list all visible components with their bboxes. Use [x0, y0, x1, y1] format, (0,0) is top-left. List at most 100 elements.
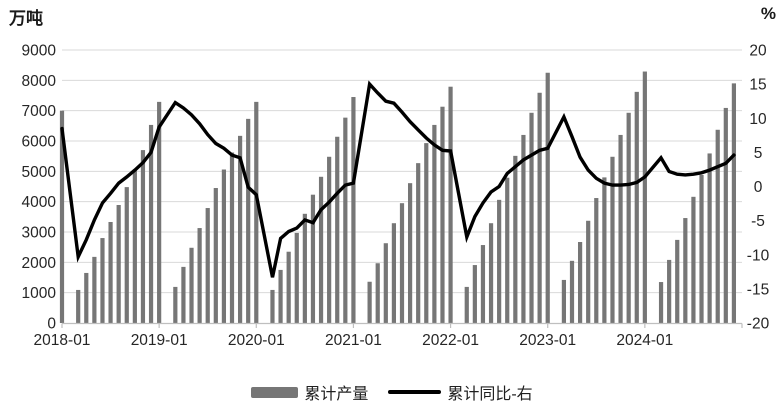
bar-2022-04	[480, 245, 486, 323]
legend-bar-label: 累计产量	[304, 386, 369, 403]
bar-2020-11	[343, 117, 348, 323]
x-tick-label: 2023-01	[519, 332, 576, 349]
bar-2020-05	[294, 232, 299, 323]
bar-2024-10	[723, 107, 728, 323]
bar-2022-02	[464, 286, 469, 323]
bar-2024-04	[675, 239, 680, 323]
bar-2023-10	[626, 112, 631, 323]
right-tick-label: 20	[749, 43, 767, 60]
bar-2022-05	[488, 223, 494, 323]
bar-2022-12	[545, 72, 550, 323]
right-tick-label: -15	[747, 281, 769, 298]
bar-2020-10	[335, 136, 340, 323]
bar-2022-08	[513, 155, 518, 323]
bar-2023-02	[561, 279, 567, 323]
right-tick-label: 15	[749, 77, 766, 94]
x-tick-label: 2020-01	[228, 332, 285, 349]
bar-2023-12	[642, 71, 647, 323]
legend-line-swatch	[388, 390, 442, 394]
bar-2022-11	[537, 92, 542, 324]
bar-2019-04	[189, 247, 194, 323]
right-tick-label: -5	[751, 213, 765, 230]
bar-2020-07	[310, 194, 316, 323]
bar-2023-11	[634, 91, 639, 323]
bar-2020-09	[327, 156, 332, 323]
bar-2024-03	[667, 259, 672, 323]
bar-2018-05	[100, 238, 105, 323]
x-tick-label: 2018-01	[34, 332, 91, 349]
left-tick-label: 0	[47, 316, 56, 333]
bar-2023-09	[618, 134, 623, 323]
bar-2018-03	[84, 272, 89, 323]
bar-2019-08	[221, 169, 227, 323]
bar-2019-03	[181, 266, 186, 323]
bar-2024-08	[707, 153, 712, 323]
bar-2022-10	[529, 112, 534, 323]
bar-2018-07	[116, 205, 121, 323]
left-tick-label: 4000	[22, 194, 57, 211]
left-axis-unit: 万吨	[9, 9, 43, 28]
bar-2020-12	[351, 97, 356, 324]
bar-2018-06	[108, 221, 113, 323]
legend-line-label: 累计同比-右	[447, 386, 533, 403]
legend: 累计产量 累计同比-右	[0, 379, 784, 405]
bar-2021-06	[399, 203, 405, 323]
left-tick-label: 9000	[22, 43, 57, 60]
bar-2021-02	[367, 281, 372, 323]
bar-2023-05	[586, 220, 591, 323]
left-tick-label: 6000	[22, 134, 57, 151]
bar-2020-03	[278, 269, 283, 323]
bar-2018-08	[124, 187, 129, 323]
left-tick-label: 3000	[22, 225, 57, 242]
bar-2021-11	[440, 106, 445, 324]
right-axis-unit: %	[760, 4, 776, 23]
left-tick-label: 1000	[22, 285, 57, 302]
x-tick-label: 2019-01	[131, 332, 188, 349]
bar-2021-10	[432, 124, 437, 323]
bar-2022-06	[497, 199, 502, 323]
bar-2022-09	[521, 134, 526, 323]
x-tick-label: 2021-01	[325, 332, 382, 349]
bar-2023-06	[594, 198, 599, 323]
bar-2019-12	[254, 101, 259, 324]
bar-2019-07	[213, 188, 218, 323]
x-tick-label: 2024-01	[616, 332, 673, 349]
bar-2021-08	[416, 163, 421, 323]
bar-2019-10	[237, 135, 243, 323]
bar-2023-08	[610, 156, 615, 323]
bar-2021-09	[424, 143, 429, 323]
bar-2022-07	[505, 177, 510, 323]
bar-2019-11	[246, 118, 251, 324]
bar-2024-11	[731, 83, 737, 323]
bar-2019-06	[205, 208, 210, 323]
right-tick-label: 0	[754, 179, 763, 196]
bar-2021-03	[375, 263, 380, 323]
bar-2018-09	[132, 169, 137, 323]
bar-2019-02	[173, 286, 178, 323]
bar-2023-03	[569, 260, 575, 323]
bar-2018-10	[140, 150, 146, 323]
bar-2020-02	[270, 289, 275, 323]
bar-2021-05	[391, 223, 397, 323]
bar-2021-12	[448, 86, 453, 323]
bar-2022-03	[472, 265, 477, 323]
left-tick-label: 5000	[22, 164, 57, 181]
bar-2021-07	[407, 183, 413, 323]
right-tick-label: -20	[747, 316, 770, 333]
legend-bar-swatch	[251, 386, 299, 398]
bar-2019-05	[197, 228, 202, 323]
trend-line	[60, 80, 736, 278]
bar-2021-04	[383, 243, 388, 323]
x-tick-label: 2022-01	[422, 332, 479, 349]
right-tick-label: -10	[747, 247, 770, 264]
bar-2020-08	[318, 176, 324, 323]
left-tick-label: 8000	[22, 73, 57, 90]
bar-2017-12	[59, 110, 65, 324]
bar-2023-07	[602, 177, 607, 323]
bar-2023-04	[577, 242, 583, 323]
bar-2024-02	[658, 282, 664, 323]
bar-2018-12	[157, 101, 162, 324]
right-tick-label: 10	[749, 111, 767, 128]
bar-2019-09	[229, 152, 235, 323]
bar-2024-06	[691, 196, 696, 323]
